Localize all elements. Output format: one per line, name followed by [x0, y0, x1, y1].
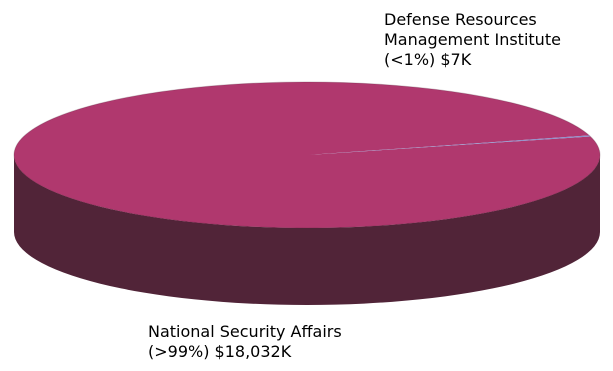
- slice-label-national-security-affairs: National Security Affairs (>99%) $18,032…: [148, 322, 342, 362]
- pie-side-wall: [14, 155, 600, 305]
- slice-label-line: Defense Resources: [384, 10, 537, 29]
- pie-top-edge: [13, 81, 601, 229]
- pie-slice-defense-resources-management-institute: [307, 135, 591, 155]
- slice-label-value: (<1%) $7K: [384, 50, 472, 69]
- slice-label-defense-resources-management-institute: Defense Resources Management Institute (…: [384, 10, 561, 70]
- slice-label-value: (>99%) $18,032K: [148, 342, 292, 361]
- slice-label-line: National Security Affairs: [148, 322, 342, 341]
- slice-label-line: Management Institute: [384, 30, 561, 49]
- pie-slice-national-security-affairs: [14, 82, 601, 229]
